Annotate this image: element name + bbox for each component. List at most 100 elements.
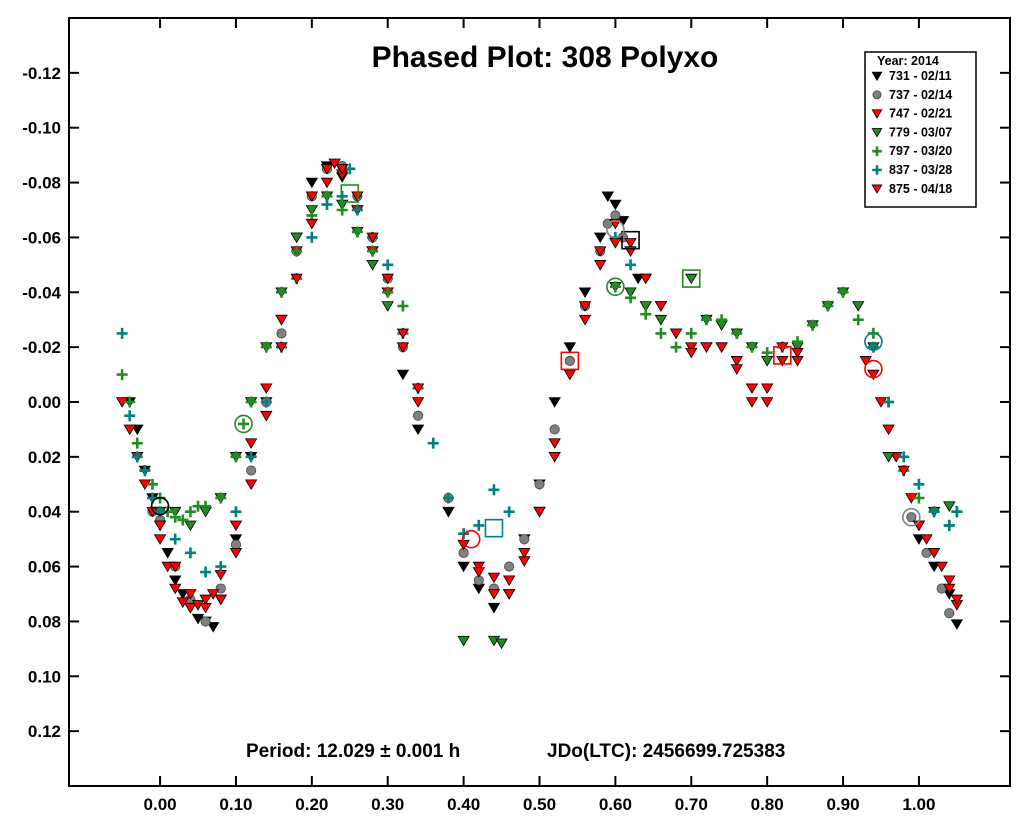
- data-point: [822, 300, 834, 312]
- data-point: [943, 519, 955, 531]
- data-point: [184, 520, 197, 532]
- data-point: [413, 410, 424, 421]
- data-point: [169, 511, 181, 523]
- data-point: [411, 424, 425, 436]
- y-tick-label: -0.10: [22, 119, 61, 138]
- data-point: [669, 328, 683, 340]
- zero-point-square: [484, 518, 504, 538]
- zero-point-circle: [864, 359, 883, 379]
- legend-marker: [871, 184, 883, 194]
- data-point: [306, 231, 318, 243]
- legend: Year: 2014 731 - 02/11 737 - 02/14 747 - 0…: [864, 51, 977, 208]
- data-point: [206, 589, 220, 600]
- data-point: [951, 506, 963, 518]
- data-point: [950, 619, 964, 630]
- data-point: [351, 204, 363, 216]
- data-point: [123, 424, 136, 436]
- y-tick-label: 0.10: [28, 667, 61, 686]
- data-point: [897, 465, 910, 477]
- y-tick-label: 0.08: [28, 612, 61, 631]
- data-point: [639, 273, 652, 285]
- data-point: [502, 575, 516, 587]
- x-tick-label: 0.90: [827, 795, 860, 814]
- legend-title: Year: 2014: [877, 54, 939, 68]
- data-point: [427, 437, 439, 449]
- data-point: [715, 342, 728, 353]
- data-point: [153, 520, 167, 532]
- data-point: [912, 534, 926, 545]
- data-point: [837, 286, 849, 298]
- data-point: [601, 191, 614, 203]
- y-axis: -0.12 -0.10 -0.08 -0.06 -0.04 -0.02 0.00 0.02 0.…: [22, 64, 1010, 741]
- data-point: [776, 356, 789, 367]
- y-tick-label: 0.06: [28, 558, 61, 577]
- legend-marker: [871, 128, 883, 138]
- data-point: [883, 396, 895, 408]
- data-point: [913, 492, 925, 504]
- data-point: [745, 397, 759, 408]
- legend-label: 737 - 02/14: [889, 88, 952, 102]
- data-point: [746, 341, 758, 353]
- data-point: [578, 301, 592, 312]
- data-point: [487, 572, 501, 584]
- data-point: [351, 191, 364, 203]
- data-point: [382, 286, 394, 298]
- data-point: [411, 383, 425, 395]
- data-point: [594, 246, 607, 257]
- data-point: [184, 547, 196, 559]
- data-point: [230, 539, 242, 550]
- data-point: [625, 259, 637, 271]
- legend-label: 837 - 03/28: [889, 163, 952, 177]
- data-point: [640, 308, 652, 320]
- data-point: [950, 594, 964, 606]
- data-point: [609, 281, 621, 293]
- data-point: [200, 566, 212, 578]
- data-point: [625, 292, 637, 304]
- data-point: [548, 438, 561, 449]
- data-point: [229, 520, 243, 532]
- data-point: [396, 342, 410, 353]
- epoch-label: JDo(LTC): 2456699.725383: [547, 741, 785, 762]
- data-point: [655, 327, 667, 339]
- x-axis: 0.00 0.10 0.20 0.30 0.40 0.50 0.60 0.70 0.80 0.90…: [144, 18, 935, 814]
- data-point: [473, 519, 485, 531]
- x-tick-label: 0.20: [295, 795, 328, 814]
- data-point: [882, 424, 895, 436]
- x-tick-label: 0.00: [144, 795, 177, 814]
- data-point: [859, 356, 873, 367]
- data-point: [442, 506, 455, 518]
- data-point: [139, 465, 151, 477]
- data-point: [928, 506, 940, 518]
- legend-marker: [872, 146, 882, 156]
- data-point: [913, 478, 925, 490]
- data-point: [594, 260, 607, 271]
- data-point: [176, 597, 190, 608]
- data-point: [124, 396, 136, 408]
- data-point: [290, 232, 303, 244]
- zero-point-square: [773, 346, 792, 365]
- legend-marker: [871, 71, 883, 82]
- data-point: [548, 452, 561, 463]
- legend-label: 797 - 03/20: [889, 144, 952, 158]
- data-point: [927, 561, 941, 573]
- x-tick-label: 0.40: [447, 795, 480, 814]
- data-point: [200, 500, 212, 512]
- data-point: [745, 383, 759, 395]
- data-point: [397, 300, 409, 312]
- data-point: [791, 347, 804, 359]
- data-point: [396, 369, 410, 381]
- data-point: [700, 314, 712, 326]
- data-point: [792, 336, 804, 348]
- data-point: [305, 191, 319, 203]
- zero-point-circle: [864, 332, 883, 351]
- data-point: [564, 355, 575, 366]
- data-point: [624, 238, 637, 249]
- data-point: [495, 638, 508, 650]
- data-point: [760, 383, 774, 395]
- data-point: [351, 226, 363, 238]
- x-tick-label: 0.70: [675, 795, 708, 814]
- data-point: [245, 396, 257, 408]
- data-point: [191, 600, 205, 611]
- data-point: [260, 341, 272, 353]
